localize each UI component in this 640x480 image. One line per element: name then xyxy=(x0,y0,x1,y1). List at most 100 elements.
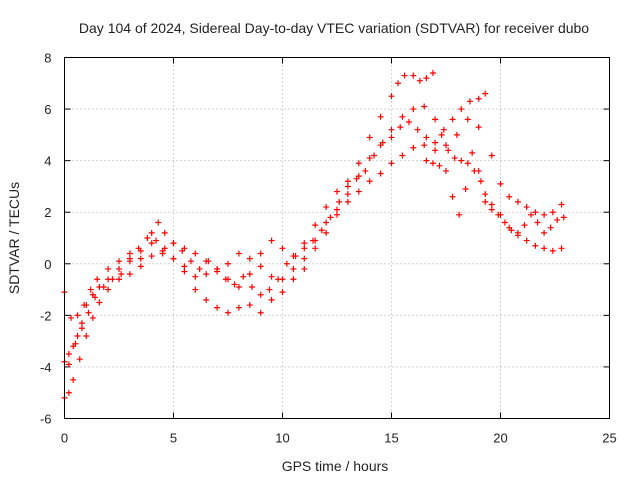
data-point-marker xyxy=(377,170,384,177)
chart-title: Day 104 of 2024, Sidereal Day-to-day VTE… xyxy=(79,20,589,36)
data-point-marker xyxy=(508,227,515,234)
data-point-marker xyxy=(429,160,436,167)
data-point-marker xyxy=(301,240,308,247)
data-point-marker xyxy=(423,75,430,82)
data-point-marker xyxy=(279,245,286,252)
data-point-marker xyxy=(105,265,112,272)
data-point-marker xyxy=(246,255,253,262)
data-point-marker xyxy=(482,90,489,97)
data-point-marker xyxy=(388,93,395,100)
data-point-marker xyxy=(78,320,85,327)
data-point-marker xyxy=(235,250,242,257)
data-point-marker xyxy=(268,296,275,303)
data-point-marker xyxy=(495,211,502,218)
data-point-marker xyxy=(388,134,395,141)
data-point-marker xyxy=(235,304,242,311)
data-point-marker xyxy=(222,276,229,283)
data-point-marker xyxy=(388,126,395,133)
data-point-marker xyxy=(532,209,539,216)
x-tick-label: 10 xyxy=(275,431,289,446)
data-point-marker xyxy=(279,289,286,296)
x-tick-label: 15 xyxy=(384,431,398,446)
data-point-marker xyxy=(181,268,188,275)
data-point-marker xyxy=(126,250,133,257)
data-point-marker xyxy=(353,175,360,182)
data-point-marker xyxy=(170,240,177,247)
data-point-marker xyxy=(203,296,210,303)
data-point-marker xyxy=(410,144,417,151)
data-point-marker xyxy=(344,191,351,198)
data-point-marker xyxy=(501,219,508,226)
data-point-marker xyxy=(488,206,495,213)
data-point-marker xyxy=(116,265,122,272)
data-point-marker xyxy=(137,263,144,270)
data-point-marker xyxy=(100,283,107,290)
data-point-marker xyxy=(445,147,452,154)
data-point-marker xyxy=(366,178,373,185)
data-point-marker xyxy=(257,309,264,316)
data-point-marker xyxy=(170,255,177,262)
data-point-marker xyxy=(344,198,351,205)
data-point-marker xyxy=(74,332,81,339)
data-point-marker xyxy=(179,247,186,254)
data-point-marker xyxy=(214,304,221,311)
data-point-marker xyxy=(401,72,408,79)
data-point-marker xyxy=(514,229,521,236)
data-point-marker xyxy=(532,242,539,249)
data-point-marker xyxy=(334,211,340,218)
data-point-marker xyxy=(310,237,317,244)
data-point-marker xyxy=(541,229,548,236)
data-point-marker xyxy=(323,229,330,236)
data-point-marker xyxy=(161,245,168,252)
data-point-marker xyxy=(453,131,460,138)
plot-frame xyxy=(64,57,610,419)
data-point-marker xyxy=(399,152,406,159)
data-point-marker xyxy=(388,160,395,167)
data-point-marker xyxy=(429,69,436,76)
data-point-marker xyxy=(126,255,133,262)
data-point-marker xyxy=(558,201,565,208)
data-point-marker xyxy=(549,247,556,254)
data-point-marker xyxy=(192,273,199,280)
data-point-marker xyxy=(497,180,504,187)
data-point-marker xyxy=(488,201,495,208)
data-point-marker xyxy=(366,134,373,141)
y-tick-label: 6 xyxy=(44,102,51,117)
x-tick-label: 20 xyxy=(493,431,507,446)
data-point-marker xyxy=(534,219,541,226)
data-point-marker xyxy=(214,268,221,275)
data-point-marker xyxy=(275,276,282,283)
data-point-marker xyxy=(85,309,92,316)
data-point-marker xyxy=(65,361,72,368)
data-point-marker xyxy=(153,237,160,244)
data-point-marker xyxy=(248,283,255,290)
data-point-marker xyxy=(312,222,319,229)
data-point-marker xyxy=(301,265,308,272)
data-point-marker xyxy=(257,263,264,270)
data-point-marker xyxy=(135,245,142,252)
data-point-marker xyxy=(423,134,430,141)
data-point-marker xyxy=(196,265,203,272)
data-point-marker xyxy=(554,216,561,223)
data-point-marker xyxy=(488,152,495,159)
data-point-marker xyxy=(482,198,489,205)
data-point-marker xyxy=(94,276,101,283)
data-point-marker xyxy=(397,124,404,131)
data-point-marker xyxy=(475,95,482,102)
data-point-marker xyxy=(449,116,456,123)
data-point-marker xyxy=(87,286,94,293)
data-point-marker xyxy=(506,193,513,200)
data-point-marker xyxy=(432,147,439,154)
data-point-marker xyxy=(560,214,567,221)
data-point-marker xyxy=(541,211,548,218)
data-point-marker xyxy=(268,237,275,244)
data-point-marker xyxy=(181,263,188,270)
data-point-marker xyxy=(78,325,85,332)
data-point-marker xyxy=(451,155,458,162)
data-point-marker xyxy=(318,227,325,234)
data-point-marker xyxy=(144,235,151,241)
data-point-marker xyxy=(456,211,463,218)
data-point-marker xyxy=(96,299,103,306)
data-point-marker xyxy=(438,131,445,138)
